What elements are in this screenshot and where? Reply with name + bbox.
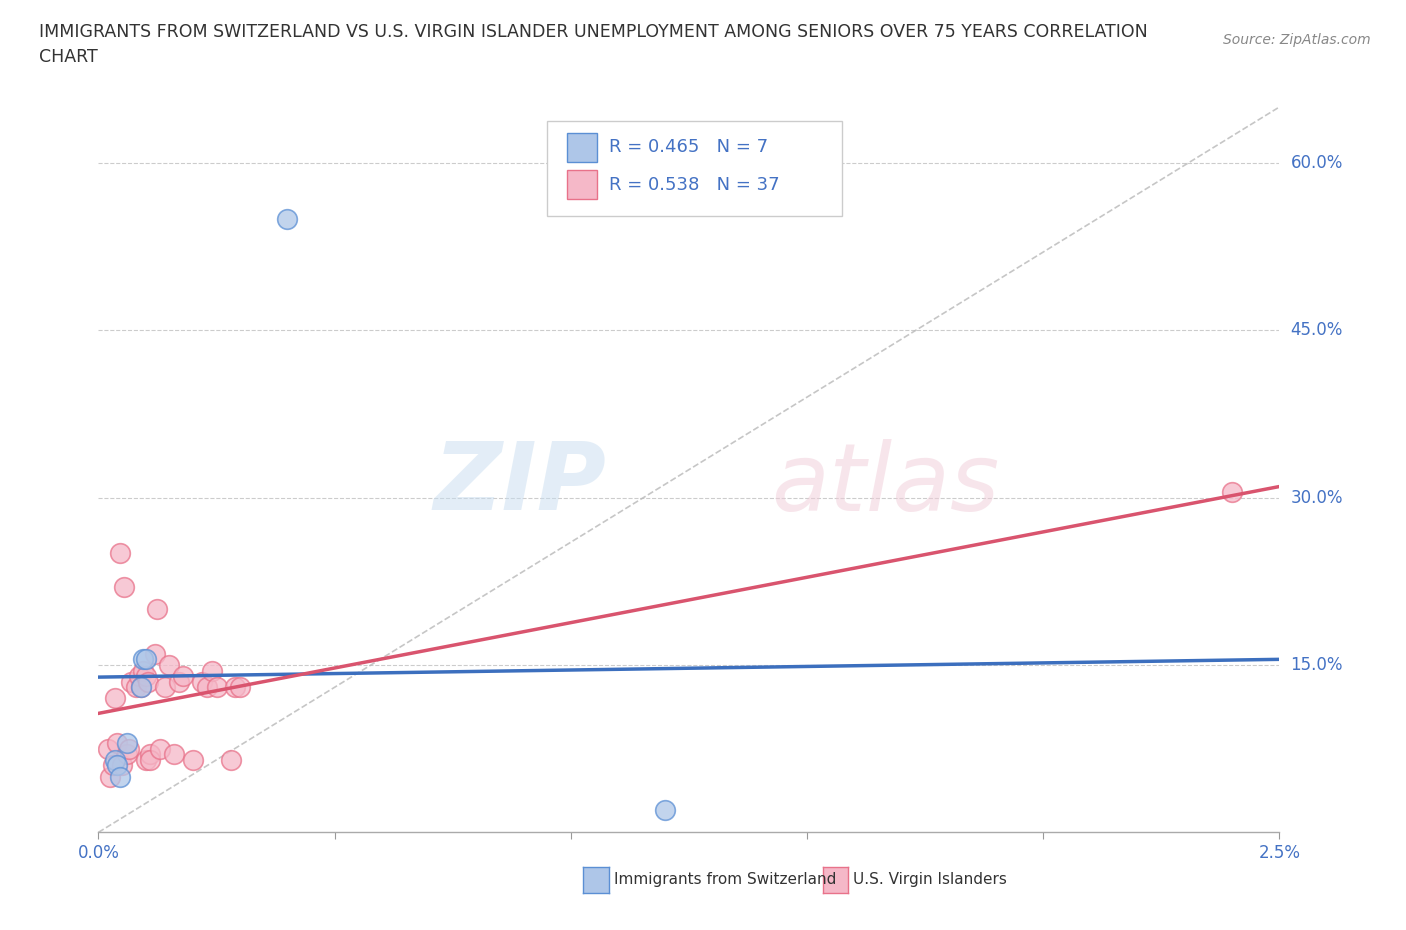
Point: [139, 752, 162, 767]
Text: Immigrants from Switzerland: Immigrants from Switzerland: [614, 872, 837, 887]
Point: [172, 669, 194, 684]
Point: [132, 652, 155, 667]
Point: [136, 674, 159, 689]
Point: [143, 646, 166, 661]
Point: [163, 747, 186, 762]
Point: [139, 747, 162, 762]
Text: U.S. Virgin Islanders: U.S. Virgin Islanders: [853, 872, 1007, 887]
Point: [125, 680, 148, 695]
Point: [121, 674, 143, 689]
Point: [108, 546, 131, 561]
Point: [224, 680, 246, 695]
Text: IMMIGRANTS FROM SWITZERLAND VS U.S. VIRGIN ISLANDER UNEMPLOYMENT AMONG SENIORS O: IMMIGRANTS FROM SWITZERLAND VS U.S. VIRG…: [39, 23, 1149, 41]
Text: ZIP: ZIP: [433, 438, 606, 530]
Point: [101, 758, 124, 773]
Text: R = 0.465   N = 7: R = 0.465 N = 7: [609, 139, 768, 156]
Text: atlas: atlas: [772, 439, 1000, 530]
Point: [105, 758, 128, 773]
Text: R = 0.538   N = 37: R = 0.538 N = 37: [609, 176, 779, 193]
Point: [146, 602, 169, 617]
Point: [205, 680, 228, 695]
Point: [98, 769, 121, 784]
Text: Source: ZipAtlas.com: Source: ZipAtlas.com: [1223, 33, 1371, 46]
Point: [229, 680, 252, 695]
Point: [132, 663, 155, 678]
Point: [149, 741, 172, 756]
Point: [135, 752, 157, 767]
Point: [128, 669, 150, 684]
Point: [157, 658, 180, 672]
Text: 30.0%: 30.0%: [1291, 488, 1343, 507]
Point: [276, 211, 298, 226]
Point: [97, 741, 120, 756]
Point: [135, 652, 157, 667]
Point: [129, 680, 152, 695]
Point: [191, 674, 214, 689]
Point: [181, 752, 204, 767]
Point: [115, 736, 138, 751]
Point: [201, 663, 224, 678]
Point: [1220, 485, 1243, 499]
Point: [111, 758, 134, 773]
Point: [118, 741, 141, 756]
Point: [167, 674, 190, 689]
Text: 45.0%: 45.0%: [1291, 321, 1343, 339]
Point: [104, 691, 127, 706]
Point: [108, 769, 131, 784]
Text: 60.0%: 60.0%: [1291, 153, 1343, 172]
Point: [129, 680, 152, 695]
Bar: [567, 133, 596, 162]
Text: CHART: CHART: [39, 48, 98, 66]
Point: [104, 752, 127, 767]
Point: [115, 747, 138, 762]
Point: [153, 680, 176, 695]
Point: [219, 752, 242, 767]
Bar: [567, 170, 596, 199]
Point: [195, 680, 218, 695]
Text: 15.0%: 15.0%: [1291, 656, 1343, 674]
Point: [112, 579, 135, 594]
Point: [135, 669, 157, 684]
FancyBboxPatch shape: [547, 122, 842, 216]
Point: [654, 803, 676, 817]
Point: [105, 736, 128, 751]
